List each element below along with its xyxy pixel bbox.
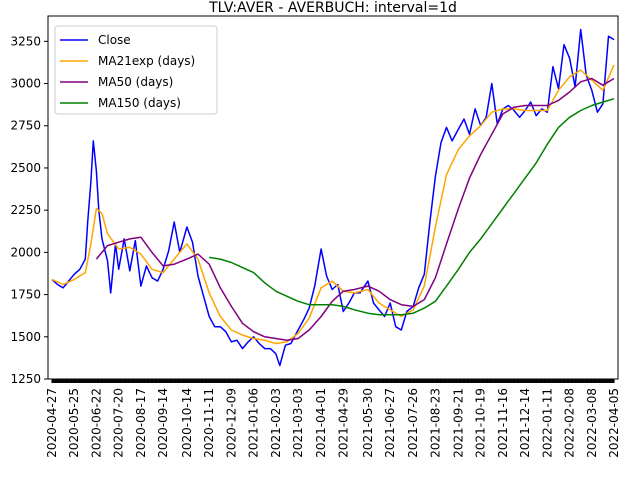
x-tick-label: 2020-08-17 <box>134 388 148 458</box>
x-tick-label: 2021-04-29 <box>336 388 350 458</box>
x-tick-label: 2020-10-14 <box>180 388 194 458</box>
x-tick-label: 2021-05-30 <box>361 388 375 458</box>
legend-label-3: MA150 (days) <box>98 96 181 110</box>
y-tick-label: 2250 <box>10 203 41 217</box>
x-tick-label: 2021-10-19 <box>474 388 488 458</box>
legend-label-1: MA21exp (days) <box>98 54 195 68</box>
x-tick-label: 2020-11-11 <box>202 388 216 458</box>
y-tick-label: 1500 <box>10 330 41 344</box>
y-tick-label: 2500 <box>10 161 41 175</box>
x-tick-label: 2020-09-14 <box>156 388 170 458</box>
legend-label-2: MA50 (days) <box>98 75 173 89</box>
x-tick-label: 2021-07-26 <box>406 388 420 458</box>
x-tick-label: 2021-12-14 <box>518 388 532 458</box>
x-tick-label: 2020-05-25 <box>67 388 81 458</box>
y-tick-label: 2750 <box>10 119 41 133</box>
x-tick-label: 2021-09-21 <box>451 388 465 458</box>
y-tick-label: 3000 <box>10 77 41 91</box>
y-tick-label: 1250 <box>10 372 41 386</box>
x-tick-label: 2021-11-16 <box>496 388 510 458</box>
y-tick-label: 3250 <box>10 34 41 48</box>
x-tick-label: 2022-03-08 <box>585 388 599 458</box>
x-tick-label: 2021-02-03 <box>269 388 283 458</box>
x-tick-label: 2022-02-08 <box>563 388 577 458</box>
y-tick-label: 1750 <box>10 288 41 302</box>
x-tick-label: 2021-08-23 <box>428 388 442 458</box>
x-tick-label: 2021-01-06 <box>247 388 261 458</box>
legend: Close MA21exp (days) MA50 (days) MA150 (day… <box>55 26 217 114</box>
x-tick-label: 2022-01-11 <box>540 388 554 458</box>
x-tick-label: 2021-04-01 <box>314 388 328 458</box>
x-tick-label: 2020-12-09 <box>224 388 238 458</box>
x-tick-label: 2022-04-05 <box>607 388 621 458</box>
y-tick-label: 2000 <box>10 245 41 259</box>
x-tick-label: 2020-06-22 <box>89 388 103 458</box>
x-tick-label: 2020-07-20 <box>112 388 126 458</box>
x-tick-label: 2021-03-03 <box>291 388 305 458</box>
x-tick-label: 2021-06-27 <box>383 388 397 458</box>
legend-label-0: Close <box>98 33 131 47</box>
x-tick-label: 2020-04-27 <box>45 388 59 458</box>
chart-title: TLV:AVER - AVERBUCH: interval=1d <box>208 0 457 16</box>
